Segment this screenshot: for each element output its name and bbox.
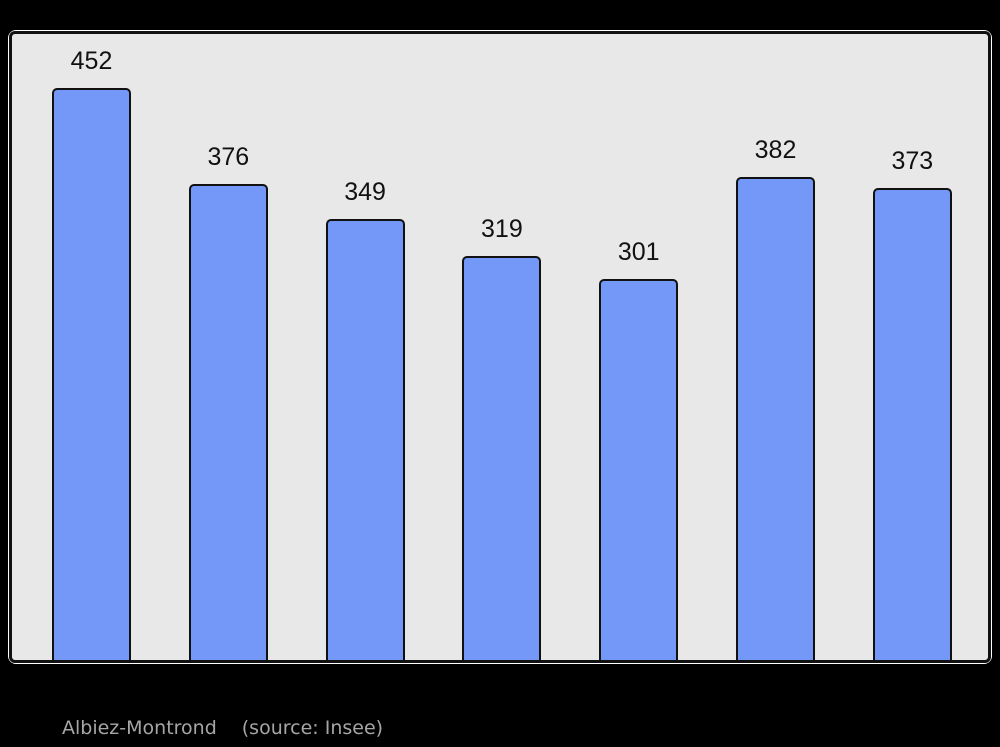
bar xyxy=(599,279,679,660)
bar xyxy=(188,184,268,660)
bar xyxy=(872,188,952,660)
bar-value-label: 373 xyxy=(891,146,934,175)
bar-value-label: 376 xyxy=(207,142,250,171)
bar-value-label: 349 xyxy=(344,177,386,206)
bar-value-label: 319 xyxy=(481,214,523,243)
chart-caption: Albiez-Montrond (source: Insee) xyxy=(62,717,383,740)
bar-value-label: 382 xyxy=(754,135,797,164)
caption-location: Albiez-Montrond xyxy=(62,717,217,739)
plot-area: 452 376 349 319 301 382 373 xyxy=(9,31,991,663)
caption-source: (source: Insee) xyxy=(241,717,384,739)
bar xyxy=(325,219,405,660)
bar-value-label: 301 xyxy=(617,237,660,266)
bar xyxy=(52,88,131,660)
bar xyxy=(462,256,542,660)
bar xyxy=(736,177,815,660)
chart-figure: 452 376 349 319 301 382 373 xyxy=(8,30,992,664)
bar-value-label: 452 xyxy=(70,46,113,75)
